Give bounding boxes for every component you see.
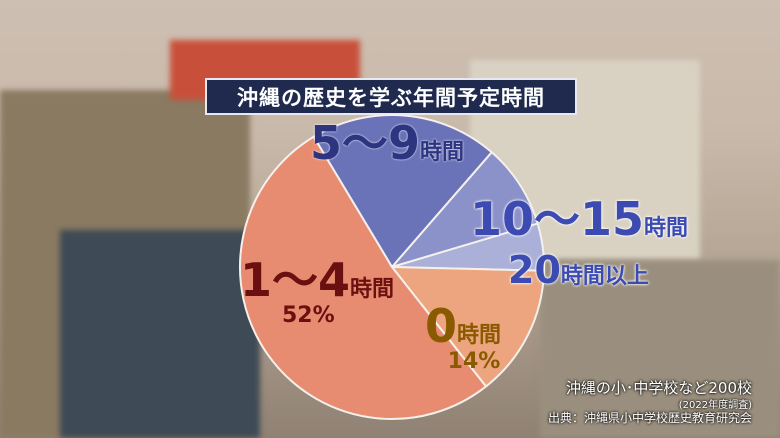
label-10-15-unit: 時間 xyxy=(644,216,689,241)
label-1-4: 1〜4時間 52% xyxy=(240,257,394,327)
label-20-plus-unit: 時間以上 xyxy=(560,264,649,289)
label-0-percent: 14% xyxy=(447,349,501,374)
label-0: 0時間 14% xyxy=(425,303,501,373)
source-citation: 出典：沖縄県小中学校歴史教育研究会 xyxy=(547,411,752,425)
label-5-9: 5〜9時間 xyxy=(310,120,464,166)
background-book-right-bottom xyxy=(540,260,780,438)
source-year: (2022年度調査) xyxy=(678,400,752,411)
label-5-9-unit: 時間 xyxy=(420,140,465,165)
chart-title: 沖縄の歴史を学ぶ年間予定時間 xyxy=(205,78,577,115)
source-schools: 沖縄の小･中学校など200校 xyxy=(565,379,752,397)
label-20-plus-value: 20 xyxy=(508,248,561,292)
pie-slice-1 xyxy=(388,150,539,269)
pie-slice-4 xyxy=(239,135,488,421)
label-0-value: 0 xyxy=(425,299,458,353)
label-10-15-value: 10〜15 xyxy=(470,192,645,246)
label-1-4-percent: 52% xyxy=(282,303,335,328)
label-20-plus: 20時間以上 xyxy=(508,251,649,289)
pie-slice-3 xyxy=(389,265,545,388)
label-1-4-unit: 時間 xyxy=(350,277,395,302)
label-1-4-value: 1〜4 xyxy=(240,253,351,307)
label-5-9-value: 5〜9 xyxy=(310,116,421,170)
pie-slice-0 xyxy=(312,114,494,269)
label-10-15: 10〜15時間 xyxy=(470,196,688,242)
label-0-unit: 時間 xyxy=(457,323,502,348)
background-book-bottom xyxy=(60,230,260,438)
